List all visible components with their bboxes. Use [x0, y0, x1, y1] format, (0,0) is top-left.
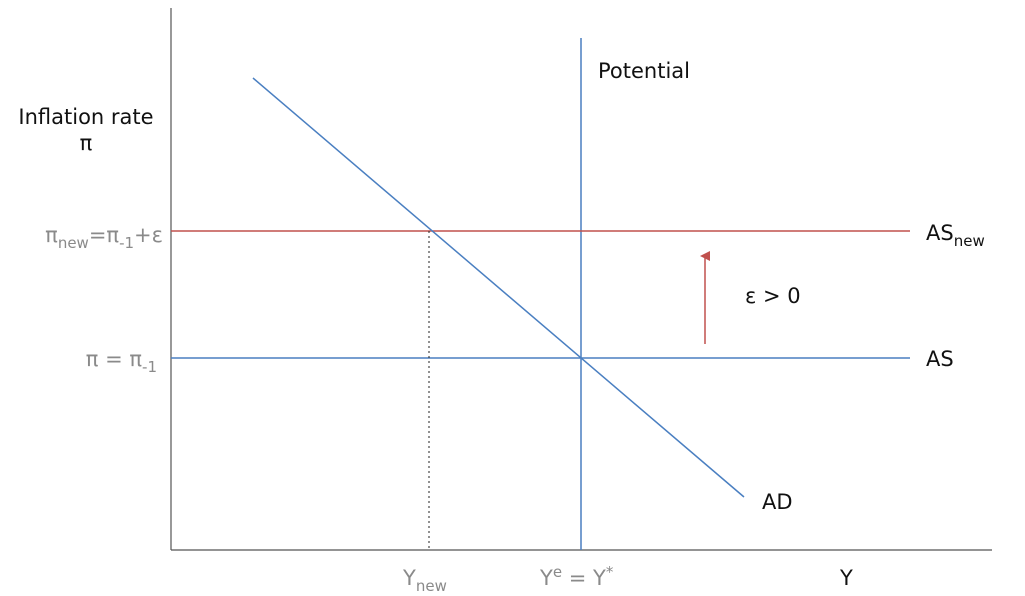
pi-base-label: π = π-1	[86, 347, 157, 376]
potential-label: Potential	[598, 59, 690, 83]
as-new-label: ASnew	[926, 221, 985, 250]
y-axis-title: Inflation rate	[18, 105, 153, 129]
pi-new-label: πnew=π-1+ε	[45, 223, 163, 252]
shock-label: ε > 0	[745, 284, 801, 308]
y-new-label: Ynew	[402, 566, 447, 595]
ad-label: AD	[762, 490, 793, 514]
y-equilibrium-label: Ye = Y*	[539, 563, 614, 590]
as-label: AS	[926, 347, 954, 371]
ad-line	[252, 77, 745, 498]
x-axis-title: Y	[839, 566, 853, 590]
y-axis-symbol: π	[80, 131, 93, 155]
